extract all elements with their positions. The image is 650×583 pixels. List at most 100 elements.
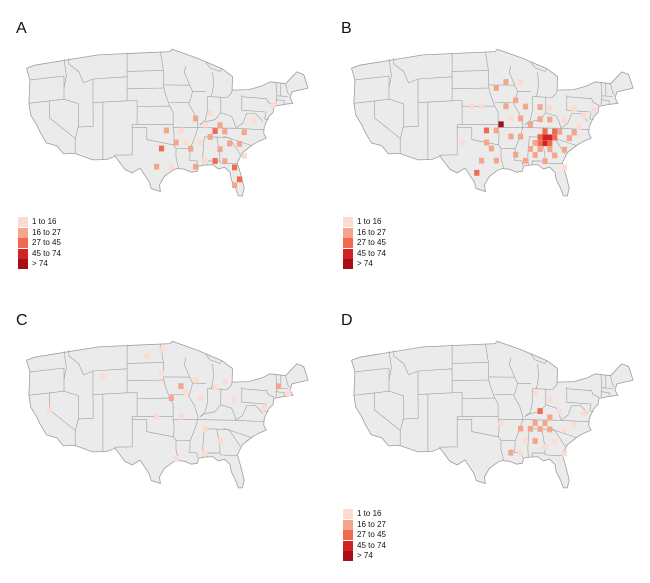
- county-cell: [479, 157, 485, 164]
- county-cell: [503, 79, 509, 85]
- us-outline: [26, 340, 309, 489]
- state-border: [600, 99, 610, 105]
- legend-swatch: [343, 227, 353, 238]
- legend-label: 45 to 74: [357, 248, 386, 258]
- state-border: [600, 391, 610, 397]
- county-cell: [503, 103, 509, 110]
- county-cell: [46, 406, 53, 413]
- legend-swatch: [343, 259, 353, 270]
- county-cell: [493, 157, 499, 164]
- state-border: [235, 128, 265, 131]
- county-cell: [183, 389, 189, 396]
- county-cell: [537, 408, 543, 414]
- legend-item: 16 to 27: [18, 227, 61, 239]
- county-cell: [154, 163, 160, 170]
- state-border: [199, 96, 209, 125]
- legend-label: 45 to 74: [357, 540, 386, 550]
- state-border: [610, 83, 615, 96]
- county-cell: [581, 410, 587, 417]
- county-cell: [513, 151, 519, 158]
- panel-d: D 1 to 16 16 to 27 27 to 45 45 to 74 > 74: [325, 292, 650, 583]
- county-cell: [557, 128, 563, 135]
- state-border: [276, 95, 289, 97]
- county-cell: [537, 140, 543, 146]
- legend-swatch: [343, 540, 353, 551]
- county-cell: [202, 425, 208, 432]
- county-cell: [222, 158, 228, 165]
- county-cell: [537, 426, 543, 432]
- county-cell: [532, 152, 538, 158]
- county-cell: [518, 133, 524, 140]
- state-border: [388, 350, 419, 420]
- county-cell: [518, 115, 524, 122]
- county-cell: [227, 140, 233, 147]
- legend-swatch: [343, 248, 353, 259]
- legend-swatch: [343, 519, 353, 530]
- legend-swatch: [343, 217, 353, 228]
- state-border: [399, 418, 404, 446]
- state-border: [589, 111, 594, 120]
- us-map: [26, 340, 309, 489]
- state-border: [241, 94, 265, 113]
- legend-label: 45 to 74: [32, 248, 61, 258]
- state-border: [522, 127, 561, 129]
- county-cell: [522, 103, 529, 110]
- county-cell: [193, 163, 199, 170]
- county-cell: [508, 115, 514, 122]
- state-border: [264, 111, 269, 120]
- state-border: [353, 390, 390, 396]
- county-cell: [518, 425, 524, 432]
- county-cell: [552, 128, 558, 135]
- us-map: [26, 48, 309, 197]
- legend-label: 1 to 16: [32, 217, 57, 227]
- county-cell: [518, 79, 524, 86]
- county-cell: [581, 112, 587, 119]
- state-border: [204, 428, 230, 430]
- county-cell: [168, 395, 174, 401]
- state-border: [524, 388, 534, 417]
- county-cell: [197, 139, 204, 146]
- county-cell: [474, 169, 480, 176]
- county-cell: [144, 353, 150, 359]
- state-border: [241, 388, 275, 398]
- county-cell: [532, 420, 538, 426]
- state-border: [530, 353, 548, 364]
- county-cell: [271, 102, 277, 109]
- county-cell: [488, 145, 494, 152]
- legend-label: 16 to 27: [357, 519, 386, 529]
- legend-item: 45 to 74: [18, 248, 61, 260]
- county-cell: [571, 106, 577, 112]
- county-cell: [212, 384, 218, 390]
- county-cell: [542, 134, 548, 141]
- county-cell: [561, 427, 568, 433]
- state-border: [74, 418, 79, 446]
- county-cell: [527, 121, 533, 128]
- county-cell: [483, 139, 490, 146]
- county-cell: [217, 438, 223, 445]
- state-border: [354, 75, 390, 88]
- county-cell: [552, 134, 558, 141]
- legend-label: 27 to 45: [357, 238, 386, 248]
- county-cell: [522, 437, 529, 444]
- county-cell: [158, 371, 165, 377]
- state-border: [228, 137, 241, 155]
- county-cell: [232, 182, 238, 189]
- us-outline: [351, 340, 634, 489]
- state-border: [524, 96, 534, 125]
- panel-label: B: [341, 20, 352, 37]
- state-border: [275, 99, 285, 105]
- county-cell: [459, 139, 465, 146]
- state-border: [566, 386, 590, 405]
- legend-label: 27 to 45: [32, 238, 61, 248]
- state-border: [560, 128, 590, 131]
- county-cell: [222, 128, 228, 135]
- state-border: [114, 52, 138, 157]
- county-cell: [542, 128, 548, 135]
- county-cell: [493, 85, 499, 91]
- legend-item: 45 to 74: [343, 248, 386, 260]
- state-border: [551, 382, 558, 390]
- state-border: [601, 387, 614, 389]
- state-border: [532, 96, 553, 98]
- panel-label: A: [16, 20, 27, 37]
- legend: 1 to 16 16 to 27 27 to 45 45 to 74 > 74: [18, 217, 61, 270]
